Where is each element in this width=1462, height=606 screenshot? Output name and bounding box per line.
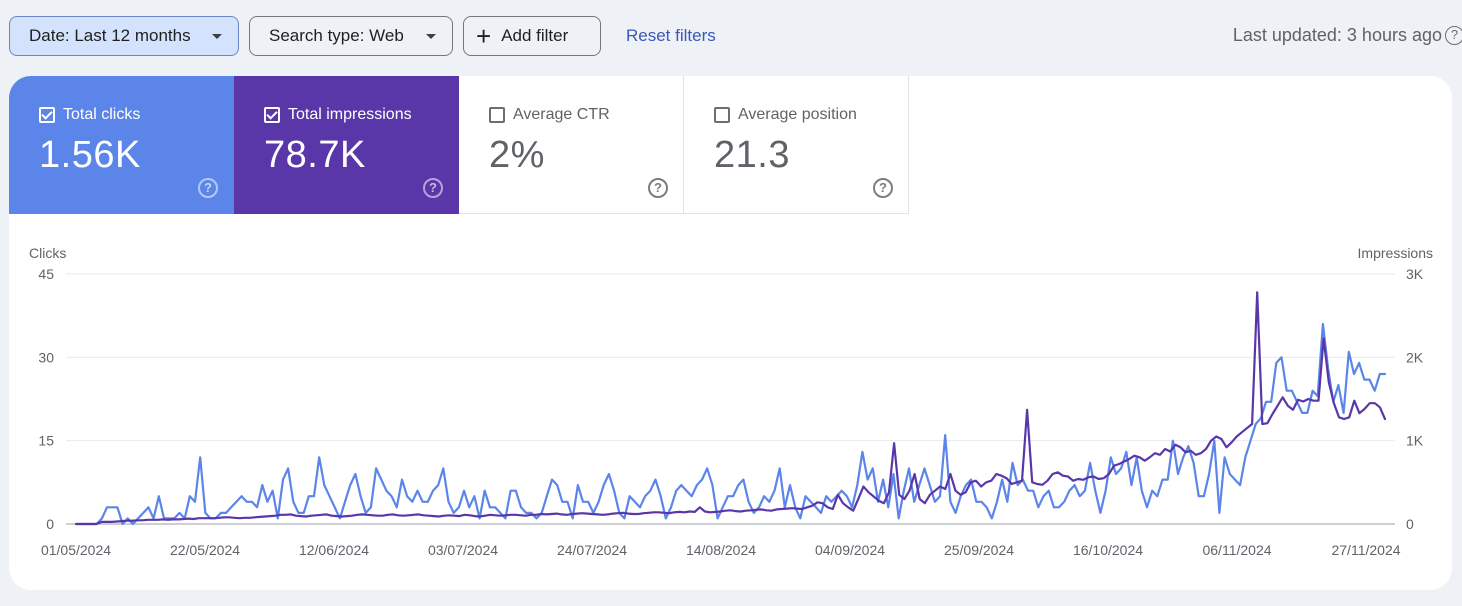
last-updated-text: Last updated: 3 hours ago (1232, 25, 1442, 45)
filter-bar: Date: Last 12 months Search type: Web + … (9, 16, 1462, 56)
metric-value: 2% (489, 134, 545, 176)
x-tick-label: 06/11/2024 (1202, 542, 1271, 558)
add-filter-button[interactable]: + Add filter (463, 16, 601, 56)
series-line-clicks (74, 322, 1387, 526)
date-filter-label: Date: Last 12 months (29, 26, 191, 45)
x-tick-label: 24/07/2024 (557, 542, 627, 558)
plus-icon: + (476, 21, 492, 51)
chevron-down-icon (212, 34, 222, 39)
checkbox-unchecked-icon[interactable] (489, 107, 505, 123)
help-icon[interactable]: ? (1445, 26, 1462, 45)
help-icon[interactable]: ? (648, 178, 668, 198)
metric-label: Average CTR (513, 106, 610, 123)
x-tick-label: 22/05/2024 (170, 542, 240, 558)
x-tick-label: 12/06/2024 (299, 542, 369, 558)
series-line-impressions (74, 291, 1387, 526)
y-tick-label-left: 15 (38, 433, 54, 449)
y-tick-label-left: 45 (38, 266, 54, 282)
x-tick-label: 14/08/2024 (686, 542, 756, 558)
metric-value: 21.3 (714, 134, 790, 176)
date-filter-chip[interactable]: Date: Last 12 months (9, 16, 239, 56)
chevron-down-icon (426, 34, 436, 39)
metric-label: Average position (738, 106, 857, 123)
checkbox-unchecked-icon[interactable] (714, 107, 730, 123)
x-tick-label: 03/07/2024 (428, 542, 498, 558)
help-icon[interactable]: ? (198, 178, 218, 198)
y-tick-label-right: 0 (1406, 516, 1414, 532)
x-tick-label: 16/10/2024 (1073, 542, 1143, 558)
y-tick-label-right: 2K (1406, 349, 1424, 365)
x-tick-label: 04/09/2024 (815, 542, 885, 558)
metric-total-clicks[interactable]: Total clicks 1.56K ? (9, 76, 234, 214)
y-tick-label-right: 1K (1406, 433, 1424, 449)
performance-card: Total clicks 1.56K ? Total impressions 7… (9, 76, 1452, 590)
search-type-label: Search type: Web (269, 26, 404, 45)
y-tick-label-right: 3K (1406, 266, 1424, 282)
x-tick-label: 27/11/2024 (1331, 542, 1400, 558)
y-axis-title-right: Impressions (1358, 245, 1433, 261)
metric-value: 78.7K (264, 134, 366, 176)
y-tick-label-left: 0 (46, 516, 54, 532)
add-filter-label: Add filter (501, 26, 569, 45)
help-icon[interactable]: ? (873, 178, 893, 198)
metric-value: 1.56K (39, 134, 141, 176)
metric-total-impressions[interactable]: Total impressions 78.7K ? (234, 76, 459, 214)
search-type-chip[interactable]: Search type: Web (249, 16, 453, 56)
metric-label: Total clicks (63, 106, 141, 123)
checkbox-checked-icon[interactable] (264, 107, 280, 123)
y-tick-label-left: 30 (38, 349, 54, 365)
help-icon[interactable]: ? (423, 178, 443, 198)
x-tick-label: 01/05/2024 (41, 542, 111, 558)
reset-filters-link[interactable]: Reset filters (626, 26, 716, 45)
y-axis-title-left: Clicks (29, 245, 66, 261)
x-tick-label: 25/09/2024 (944, 542, 1014, 558)
metric-average-position[interactable]: Average position 21.3 ? (684, 76, 909, 214)
metric-average-ctr[interactable]: Average CTR 2% ? (459, 76, 684, 214)
checkbox-checked-icon[interactable] (39, 107, 55, 123)
metric-label: Total impressions (288, 106, 412, 123)
